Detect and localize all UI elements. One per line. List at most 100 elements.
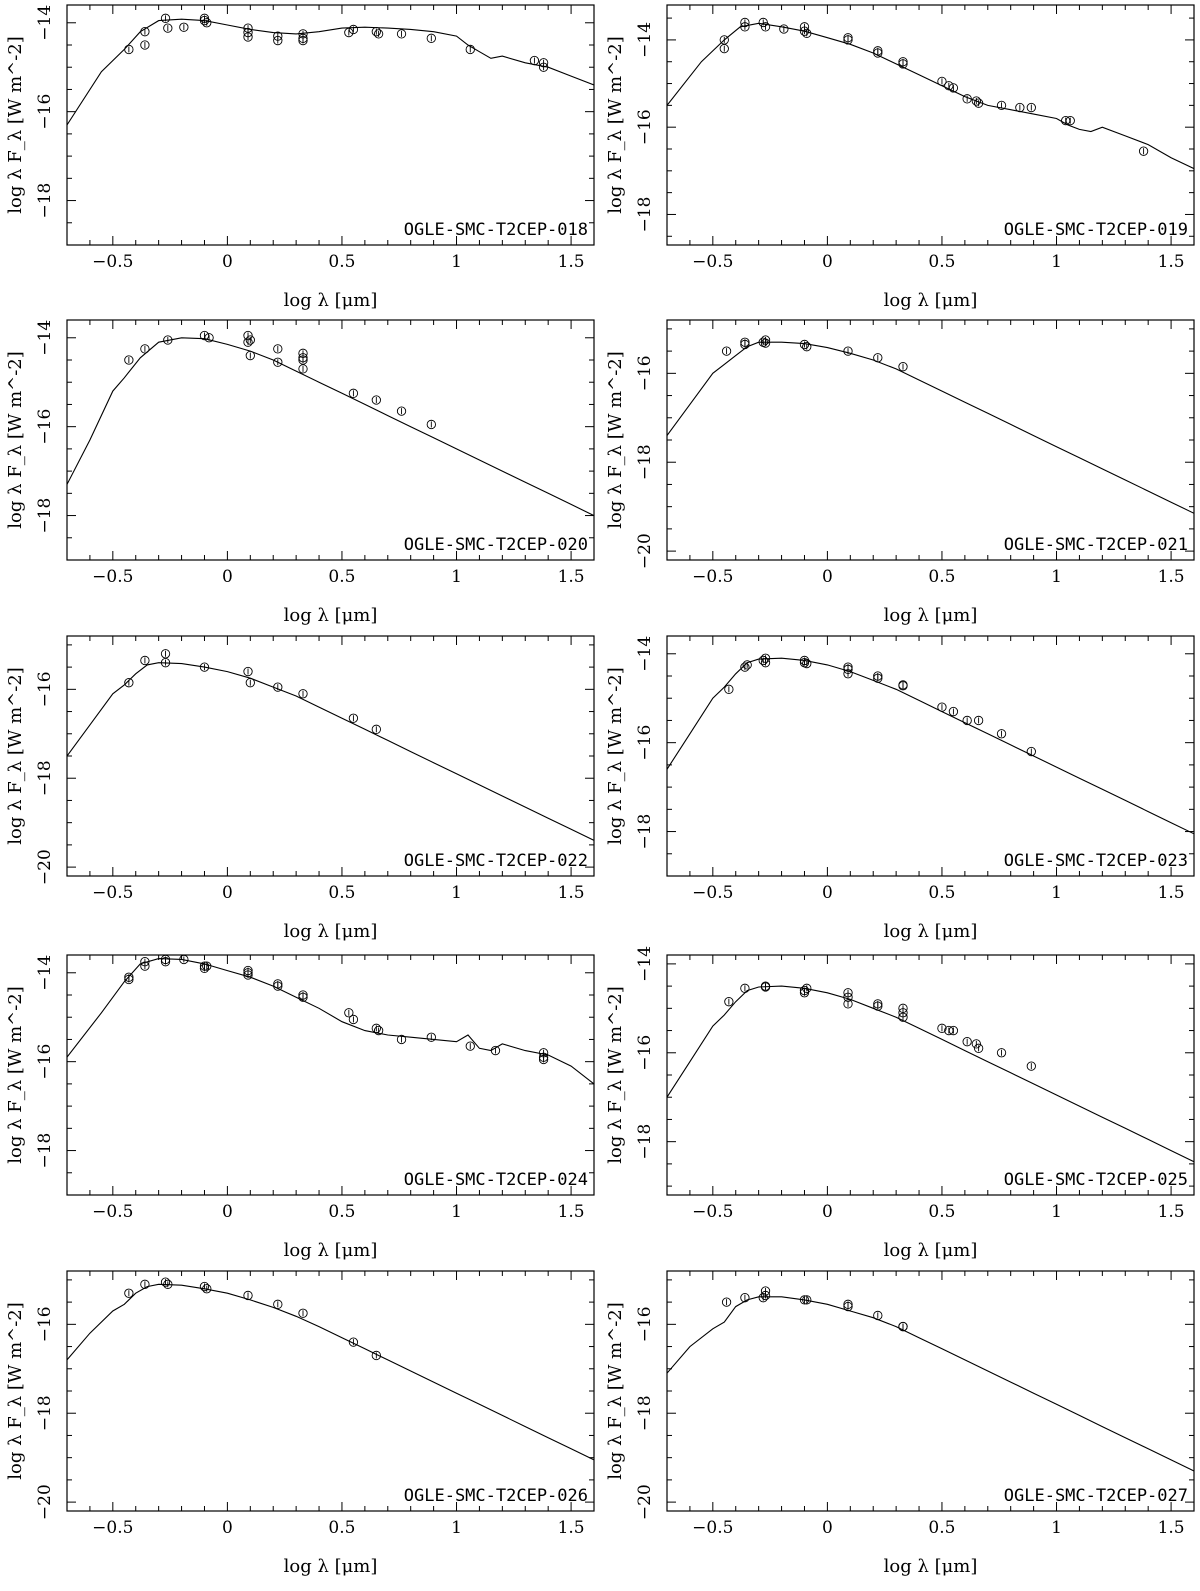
photometry-point [721,1297,732,1307]
photometry-point [140,344,150,354]
photometry-point [948,83,959,93]
photometry-point [937,76,947,87]
photometry-point [298,364,308,374]
photometry-point [962,1037,972,1047]
y-tick-label: −18 [635,1124,655,1160]
x-tick-label: 1 [1051,567,1062,587]
photometry-point [948,1025,959,1036]
y-tick-label: −16 [635,355,655,391]
x-tick-label: −0.5 [92,252,133,272]
photometry-point [179,22,189,32]
photometry-point [163,335,173,345]
photometry-point [740,662,750,672]
plot-frame [666,635,1195,877]
sed-panel: −0.5 0 0.5 1 1.5 −16 −18 −20 log λ [μm] log λ F_λ… [605,1270,1195,1577]
x-tick-label: 1 [451,567,462,587]
photometry-point [873,673,883,683]
photometry-point [758,1293,768,1303]
photometry-point [948,706,959,717]
photometry-point [799,655,810,666]
photometry-point [426,419,436,430]
photometry-point [243,32,253,42]
star-label: OGLE-SMC-T2CEP-024 [404,1170,588,1190]
photometry-point [124,974,134,985]
x-axis-title: log λ [μm] [284,921,378,942]
x-axis-title: log λ [μm] [884,1556,978,1577]
y-axis-title: log λ F_λ [W m^-2] [605,986,626,1164]
photometry-point [243,666,253,677]
x-tick-label: 0 [822,567,833,587]
photometry-point [1026,746,1036,757]
photometry-point [140,27,150,37]
x-tick-label: 1 [1051,1518,1062,1538]
photometry-point [1015,102,1025,113]
photometry-point [971,96,981,106]
photometry-point [160,957,171,967]
photometry-point [245,678,255,688]
photometry-point [973,1043,984,1053]
y-tick-label: −14 [35,5,55,41]
y-tick-label: −20 [635,1484,655,1520]
photometry-point [373,29,384,39]
sed-panel: −0.5 0 0.5 1 1.5 −14 −16 −18 log λ [μm] log λ F_λ… [605,4,1195,311]
photometry-point [273,357,283,367]
photometry-point [243,337,253,347]
photometry-point [973,98,984,108]
plot-frame [66,635,595,877]
photometry-point [273,35,283,46]
x-tick-label: 0 [222,567,233,587]
x-tick-label: 1 [451,1202,462,1222]
x-tick-label: 1 [1051,252,1062,272]
photometry-point [799,1295,810,1305]
photometry-point [740,983,750,993]
photometry-point [348,24,359,35]
photometry-point [996,1048,1007,1058]
photometry-point [799,339,810,350]
x-tick-label: 1.5 [558,883,585,903]
photometry-point [843,35,853,45]
photometry-point [243,1290,253,1301]
photometry-point [371,395,381,405]
x-tick-label: −0.5 [692,252,733,272]
photometry-point [371,27,381,37]
photometry-point [742,660,752,670]
photometry-point [273,981,283,991]
x-tick-label: 1 [451,1518,462,1538]
x-tick-label: 0.5 [928,252,955,272]
model-sed-line [667,341,1194,514]
photometry-point [140,40,150,50]
x-tick-label: 1.5 [1158,1202,1185,1222]
photometry-point [843,999,853,1009]
x-axis-title: log λ [μm] [284,1240,378,1261]
y-tick-label: −14 [35,320,55,356]
y-tick-label: −18 [35,183,55,219]
photometry-point [396,1034,407,1045]
y-tick-label: −18 [35,760,55,796]
photometry-point [298,1308,308,1318]
photometry-point [426,1032,436,1042]
model-sed-line [667,22,1194,170]
photometry-point [898,362,908,372]
photometry-point [538,62,549,72]
photometry-point [758,655,768,666]
sed-panel: −0.5 0 0.5 1 1.5 −14 −16 −18 log λ [μm] log λ F_λ… [605,635,1195,942]
y-tick-label: −18 [635,444,655,480]
photometry-point [348,388,359,398]
y-axis-title: log λ F_λ [W m^-2] [5,667,26,845]
x-tick-label: 1 [1051,883,1062,903]
photometry-point [962,715,972,726]
x-tick-label: −0.5 [692,883,733,903]
photometry-point [344,27,354,38]
y-tick-label: −18 [635,814,655,850]
star-label: OGLE-SMC-T2CEP-020 [404,535,588,555]
x-tick-label: 1.5 [558,252,585,272]
photometry-point [873,1310,883,1321]
y-tick-label: −16 [35,1044,55,1080]
photometry-point [937,1023,947,1033]
photometry-point [465,44,475,55]
photometry-point [898,59,908,69]
y-tick-label: −18 [35,1395,55,1431]
y-tick-label: −16 [35,94,55,130]
photometry-point [802,342,812,352]
